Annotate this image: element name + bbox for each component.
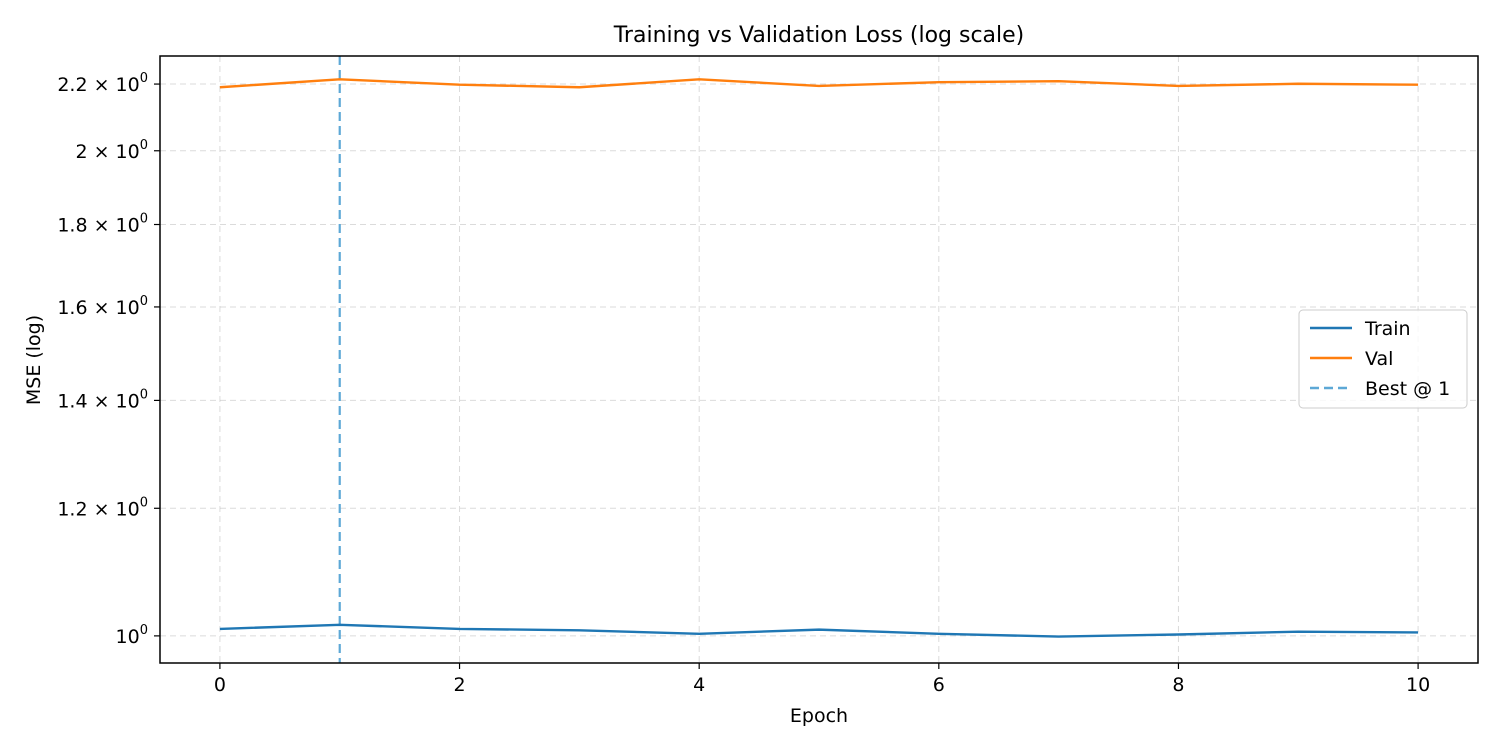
y-tick-label: 1.4 × 100 [57, 387, 148, 412]
x-tick-label: 2 [453, 674, 465, 696]
x-tick-label: 10 [1406, 674, 1430, 696]
series-line-train [219, 623, 1419, 638]
y-tick-label: 100 [116, 623, 148, 648]
y-tick-label: 1.8 × 100 [57, 212, 148, 237]
y-axis-label: MSE (log) [23, 315, 45, 405]
legend-label: Val [1365, 348, 1393, 370]
y-tick-label: 2 × 100 [75, 138, 148, 163]
x-axis-ticks: 0 2 4 6 8 10 [214, 663, 1430, 696]
series-line-val [219, 78, 1419, 89]
legend-box [1298, 309, 1468, 409]
series-lines [219, 78, 1419, 638]
plot-frame [159, 55, 1479, 664]
legend-label: Best @ 1 [1365, 378, 1450, 400]
chart-title: Training vs Validation Loss (log scale) [613, 23, 1025, 48]
x-tick-label: 8 [1172, 674, 1184, 696]
y-tick-label: 1.6 × 100 [57, 294, 148, 319]
legend: Train Val Best @ 1 [1298, 309, 1468, 409]
legend-items: Train Val Best @ 1 [1310, 318, 1450, 400]
y-tick-label: 2.2 × 100 [57, 71, 148, 96]
legend-label: Train [1364, 318, 1411, 340]
x-tick-label: 4 [693, 674, 705, 696]
x-tick-label: 6 [933, 674, 945, 696]
y-tick-label: 1.2 × 100 [57, 495, 148, 520]
y-axis-ticks: 100 1.2 × 100 1.4 × 100 1.6 × 100 1.8 × 100 2… [57, 71, 160, 648]
x-tick-label: 0 [214, 674, 226, 696]
x-axis-label: Epoch [790, 705, 848, 727]
